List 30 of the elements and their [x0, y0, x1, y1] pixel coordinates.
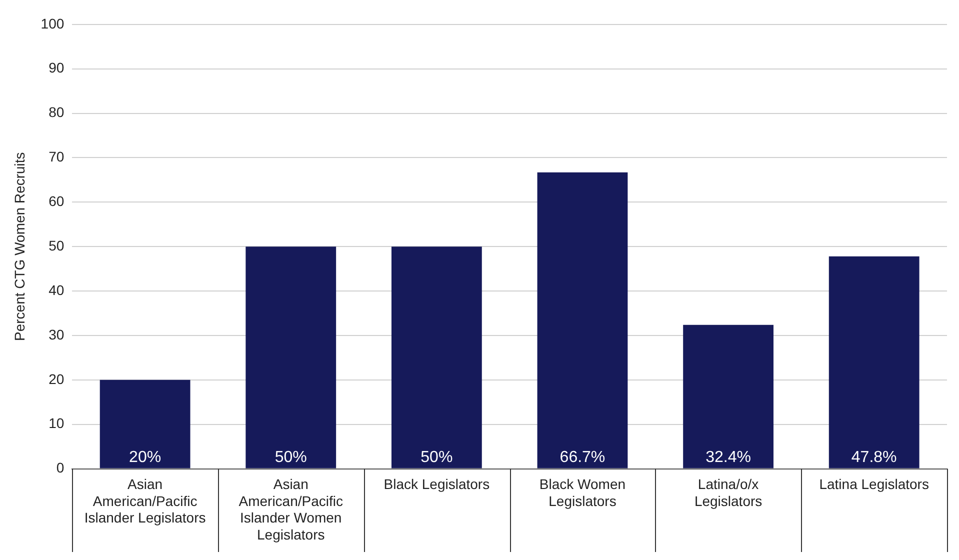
- data-label: 50%: [274, 449, 307, 466]
- x-tick-label: Black Women Legislators: [539, 476, 626, 509]
- y-tick-label: 70: [48, 148, 64, 165]
- y-tick-label: 30: [48, 326, 64, 342]
- y-tick-label: 90: [48, 60, 64, 76]
- data-label: 50%: [420, 449, 453, 466]
- y-axis-title: Percent CTG Women Recruits: [11, 152, 28, 341]
- y-tick-label: 0: [56, 460, 64, 476]
- bar: [828, 256, 920, 468]
- data-label: 66.7%: [560, 449, 606, 466]
- y-tick-label: 60: [48, 193, 64, 210]
- data-label: 47.8%: [851, 449, 897, 466]
- y-tick-label: 20: [48, 370, 64, 387]
- bar: [246, 246, 336, 468]
- x-tick-label: Asian American/Pacific Islander Women Legislators: [238, 476, 343, 542]
- bar: [100, 380, 190, 468]
- x-tick-label: Asian American/Pacific Islander Legislators: [84, 476, 206, 526]
- y-tick-label: 50: [48, 237, 64, 254]
- bar: [683, 324, 774, 468]
- x-tick-label: Latina Legislators: [819, 476, 929, 492]
- x-tick-label: Latina/o/x Legislators: [694, 476, 762, 509]
- bar: [391, 246, 482, 468]
- y-tick-label: 40: [48, 282, 64, 298]
- y-tick-label: 80: [48, 104, 64, 120]
- y-tick-label: 10: [48, 415, 64, 432]
- bar: [537, 172, 628, 468]
- x-tick-label: Black Legislators: [384, 476, 490, 492]
- data-label: 20%: [129, 449, 162, 466]
- data-label: 32.4%: [706, 449, 751, 466]
- y-tick-label: 100: [40, 15, 64, 32]
